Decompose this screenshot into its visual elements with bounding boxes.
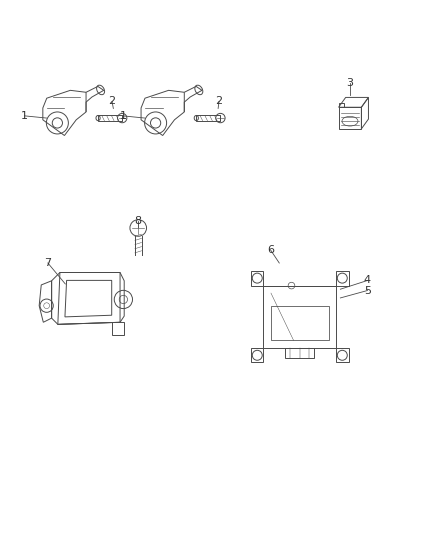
Text: 7: 7 [44,258,51,268]
Text: 8: 8 [134,216,142,225]
Text: 1: 1 [120,111,127,121]
Text: 2: 2 [215,96,223,107]
Text: 6: 6 [267,245,274,255]
Text: 5: 5 [364,286,371,295]
Text: 2: 2 [109,96,116,107]
Text: 4: 4 [364,276,371,286]
Text: 3: 3 [346,78,353,88]
Text: 1: 1 [21,111,28,121]
